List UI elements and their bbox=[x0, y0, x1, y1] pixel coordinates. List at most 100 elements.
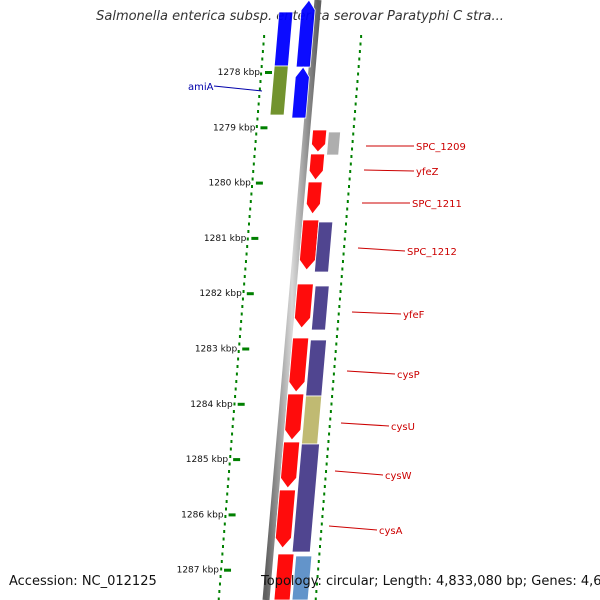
guide-dot bbox=[354, 110, 357, 113]
guide-dot bbox=[353, 117, 356, 121]
kbp-tick-label: 1284 kbp bbox=[190, 400, 233, 410]
guide-dot bbox=[239, 327, 242, 331]
gene-feature bbox=[273, 11, 294, 67]
guide-dot bbox=[232, 417, 235, 421]
guide-dot bbox=[260, 72, 263, 76]
guide-dot bbox=[258, 95, 261, 98]
guide-dot bbox=[323, 492, 326, 496]
guide-dot bbox=[259, 80, 262, 83]
guide-dot bbox=[355, 95, 358, 98]
guide-dot bbox=[261, 57, 264, 61]
guide-dot bbox=[245, 252, 248, 256]
kbp-ticks: 1278 kbp 1279 kbp 1280 kbp 1281 kbp 1282 kbp… bbox=[177, 68, 272, 576]
guide-dot bbox=[317, 560, 320, 563]
feature-track bbox=[269, 0, 341, 600]
guide-dot bbox=[247, 222, 250, 226]
guide-dot bbox=[226, 492, 229, 496]
gene-label: SPC_1211 bbox=[412, 199, 462, 210]
guide-dot bbox=[326, 447, 329, 451]
guide-dot bbox=[243, 282, 246, 286]
guide-dot bbox=[352, 132, 355, 136]
guide-dot bbox=[328, 425, 331, 428]
label-leader-line bbox=[346, 370, 396, 375]
kbp-tick-mark bbox=[224, 568, 232, 572]
kbp-tick-label: 1282 kbp bbox=[199, 289, 242, 299]
guide-dot bbox=[229, 447, 232, 451]
guide-dot bbox=[348, 185, 351, 188]
kbp-tick-label: 1286 kbp bbox=[181, 510, 224, 520]
guide-dot bbox=[348, 177, 351, 181]
gene-feature bbox=[299, 219, 320, 271]
guide-dot bbox=[319, 537, 322, 541]
guide-dot bbox=[225, 500, 228, 503]
guide-dot bbox=[357, 72, 360, 76]
guide-dot bbox=[254, 140, 257, 143]
guide-dot bbox=[343, 245, 346, 248]
guide-dot bbox=[223, 530, 226, 533]
gene-feature bbox=[310, 285, 330, 331]
guide-dot bbox=[249, 207, 252, 211]
kbp-tick-label: 1281 kbp bbox=[204, 234, 247, 244]
guide-dot bbox=[351, 147, 354, 151]
guide-dot bbox=[338, 297, 341, 301]
label-leader-line bbox=[340, 422, 390, 427]
gene-feature bbox=[326, 131, 341, 156]
genome-backbone bbox=[262, 0, 322, 600]
guide-dot bbox=[217, 597, 220, 600]
gene-label: cysU bbox=[391, 422, 415, 433]
guide-dot bbox=[315, 590, 318, 593]
guide-dot bbox=[337, 320, 340, 323]
guide-dot bbox=[342, 252, 345, 256]
guide-dot bbox=[333, 365, 336, 368]
guide-dot bbox=[325, 470, 328, 473]
guide-dot bbox=[322, 500, 325, 503]
kbp-tick-mark bbox=[251, 236, 259, 240]
guide-dot bbox=[347, 192, 350, 196]
gene-label: SPC_1209 bbox=[416, 142, 466, 153]
kbp-tick-label: 1280 kbp bbox=[208, 179, 251, 189]
guide-dot bbox=[350, 155, 353, 158]
guide-dot bbox=[222, 537, 225, 541]
guide-dot bbox=[360, 35, 363, 38]
gene-feature bbox=[273, 553, 295, 600]
guide-dot bbox=[320, 522, 323, 526]
guide-dot bbox=[315, 582, 318, 586]
guide-dot bbox=[232, 410, 235, 413]
guide-dot bbox=[229, 455, 232, 458]
guide-dot bbox=[322, 507, 325, 511]
guide-dot bbox=[252, 170, 255, 173]
guide-dot bbox=[331, 395, 334, 398]
guide-dot bbox=[241, 305, 244, 308]
kbp-tick-mark bbox=[260, 126, 268, 130]
gene-label: cysW bbox=[385, 471, 412, 482]
guide-dot bbox=[340, 275, 343, 278]
guide-dot bbox=[318, 552, 321, 556]
guide-dot bbox=[345, 215, 348, 218]
guide-dot bbox=[237, 357, 240, 361]
guide-dot bbox=[341, 260, 344, 263]
guide-dot bbox=[240, 320, 243, 323]
outer-dotted-guide-left bbox=[217, 35, 266, 600]
gene-feature bbox=[291, 66, 310, 119]
guide-dot bbox=[226, 485, 229, 488]
guide-dot bbox=[346, 200, 349, 203]
gene-label: SPC_1212 bbox=[407, 247, 457, 258]
gene-labels: amiA SPC_1209 yfeZ SPC_1211 SPC_1212 yfeF cysP… bbox=[188, 82, 466, 537]
guide-dot bbox=[330, 402, 333, 406]
guide-dot bbox=[238, 335, 241, 338]
guide-dot bbox=[257, 110, 260, 113]
guide-dot bbox=[359, 42, 362, 46]
guide-dot bbox=[228, 470, 231, 473]
label-leader-line bbox=[213, 85, 263, 92]
gene-feature bbox=[305, 181, 323, 215]
guide-dot bbox=[320, 530, 323, 533]
guide-dot bbox=[244, 267, 247, 271]
gene-feature bbox=[269, 65, 289, 116]
guide-dot bbox=[255, 125, 258, 128]
gene-feature bbox=[311, 129, 328, 153]
guide-dot bbox=[341, 267, 344, 271]
guide-dot bbox=[352, 125, 355, 128]
gene-label: yfeZ bbox=[416, 167, 439, 178]
guide-dot bbox=[246, 237, 249, 241]
